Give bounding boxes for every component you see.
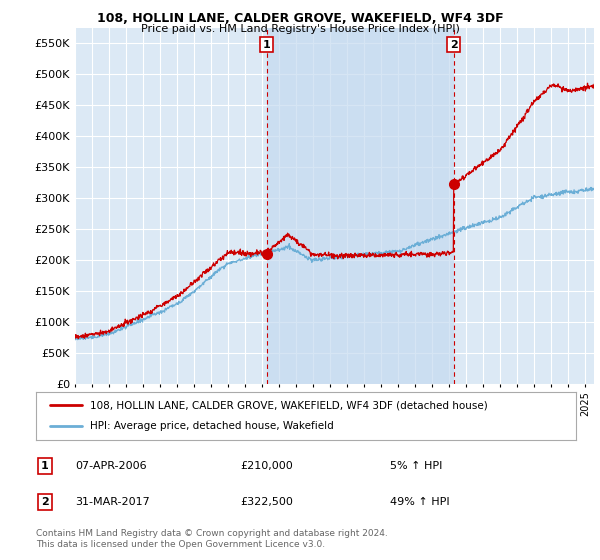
Text: 108, HOLLIN LANE, CALDER GROVE, WAKEFIELD, WF4 3DF (detached house): 108, HOLLIN LANE, CALDER GROVE, WAKEFIEL… [90, 400, 488, 410]
Text: £210,000: £210,000 [240, 461, 293, 471]
Text: 2: 2 [41, 497, 49, 507]
Text: 1: 1 [263, 40, 271, 50]
Text: 31-MAR-2017: 31-MAR-2017 [75, 497, 150, 507]
Text: £322,500: £322,500 [240, 497, 293, 507]
Text: 108, HOLLIN LANE, CALDER GROVE, WAKEFIELD, WF4 3DF: 108, HOLLIN LANE, CALDER GROVE, WAKEFIEL… [97, 12, 503, 25]
Text: 5% ↑ HPI: 5% ↑ HPI [390, 461, 442, 471]
Text: Contains HM Land Registry data © Crown copyright and database right 2024.
This d: Contains HM Land Registry data © Crown c… [36, 529, 388, 549]
Text: 2: 2 [450, 40, 457, 50]
Text: HPI: Average price, detached house, Wakefield: HPI: Average price, detached house, Wake… [90, 421, 334, 431]
Text: 49% ↑ HPI: 49% ↑ HPI [390, 497, 449, 507]
Text: Price paid vs. HM Land Registry's House Price Index (HPI): Price paid vs. HM Land Registry's House … [140, 24, 460, 34]
Text: 1: 1 [41, 461, 49, 471]
Text: 07-APR-2006: 07-APR-2006 [75, 461, 146, 471]
Bar [267, 28, 454, 384]
